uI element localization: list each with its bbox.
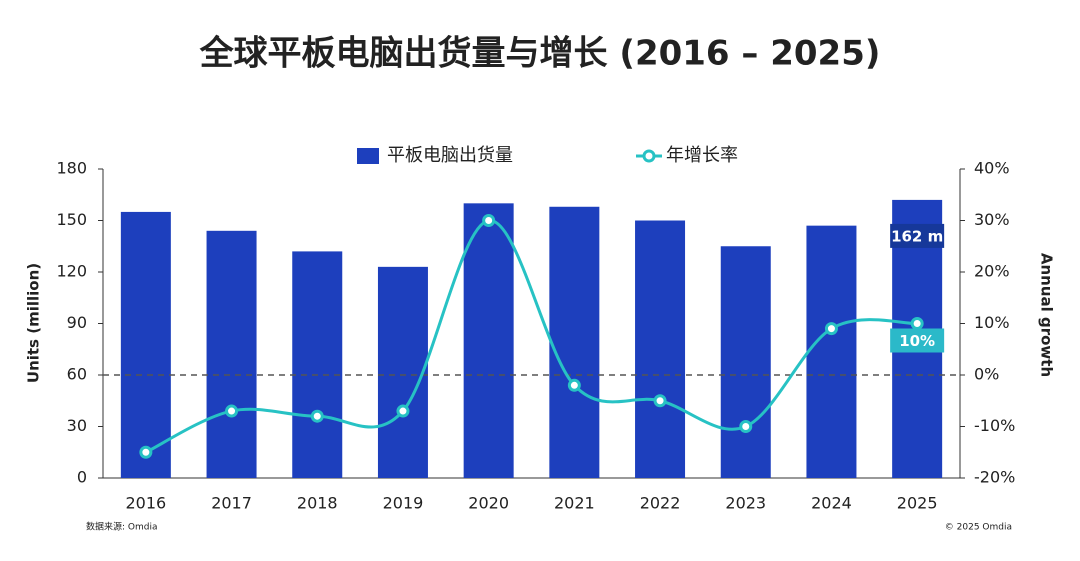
legend-label: 年增长率 — [666, 145, 738, 166]
line-point — [739, 420, 753, 433]
value-label: 10% — [899, 332, 935, 350]
x-tick-label: 2020 — [468, 494, 509, 513]
y-axis-label: Units (million) — [25, 263, 43, 383]
bar — [120, 211, 171, 478]
line — [145, 219, 918, 454]
line-point — [139, 445, 153, 459]
y-tick-label: 30 — [67, 416, 87, 435]
line-point — [567, 378, 581, 392]
legend-swatch — [357, 148, 379, 164]
bar — [806, 225, 857, 478]
y2-tick-label: -10% — [974, 416, 1015, 435]
line-point — [910, 317, 924, 330]
bar — [463, 203, 514, 479]
y2-tick-label: -20% — [974, 468, 1015, 487]
y2-tick-label: 40% — [974, 159, 1010, 178]
line-point — [396, 404, 410, 418]
y-tick-label: 150 — [56, 210, 87, 229]
copyright: © 2025 Omdia — [945, 523, 1012, 533]
bar — [720, 246, 771, 478]
x-tick-label: 2021 — [554, 494, 595, 513]
y-tick-label: 60 — [67, 365, 87, 384]
x-tick-label: 2016 — [125, 494, 166, 513]
bar — [292, 251, 343, 478]
y-tick-label: 90 — [67, 313, 87, 332]
x-tick-label: 2019 — [383, 494, 424, 513]
bar — [635, 220, 686, 478]
chart-title: 全球平板电脑出货量与增长 (2016 – 2025) — [199, 34, 881, 74]
y2-tick-label: 20% — [974, 262, 1010, 281]
x-tick-label: 2017 — [211, 494, 252, 513]
x-tick-label: 2022 — [640, 494, 681, 513]
y2-tick-label: 10% — [974, 313, 1010, 332]
x-tick-label: 2024 — [811, 494, 852, 513]
x-tick-label: 2023 — [725, 494, 766, 513]
bar — [206, 230, 257, 478]
x-tick-label: 2018 — [297, 494, 338, 513]
line-point — [225, 404, 239, 418]
y-tick-label: 120 — [56, 262, 87, 281]
y2-axis-label: Annual growth — [1038, 253, 1056, 377]
line-point — [824, 322, 838, 336]
line-point — [310, 409, 324, 423]
value-label: 162 m — [891, 227, 943, 245]
line-point — [482, 214, 496, 227]
y-tick-label: 180 — [56, 159, 87, 178]
y2-tick-label: 30% — [974, 210, 1010, 229]
y-tick-label: 0 — [77, 468, 87, 487]
line-point — [653, 394, 667, 408]
source-note: 数据来源: Omdia — [86, 521, 157, 533]
value-label-box — [890, 328, 945, 353]
bar — [377, 266, 428, 478]
x-tick-label: 2025 — [897, 494, 938, 513]
legend-label: 平板电脑出货量 — [387, 145, 513, 166]
y2-tick-label: 0% — [974, 365, 999, 384]
value-label-box — [890, 223, 945, 248]
bar — [549, 206, 600, 478]
legend-swatch — [642, 149, 656, 163]
